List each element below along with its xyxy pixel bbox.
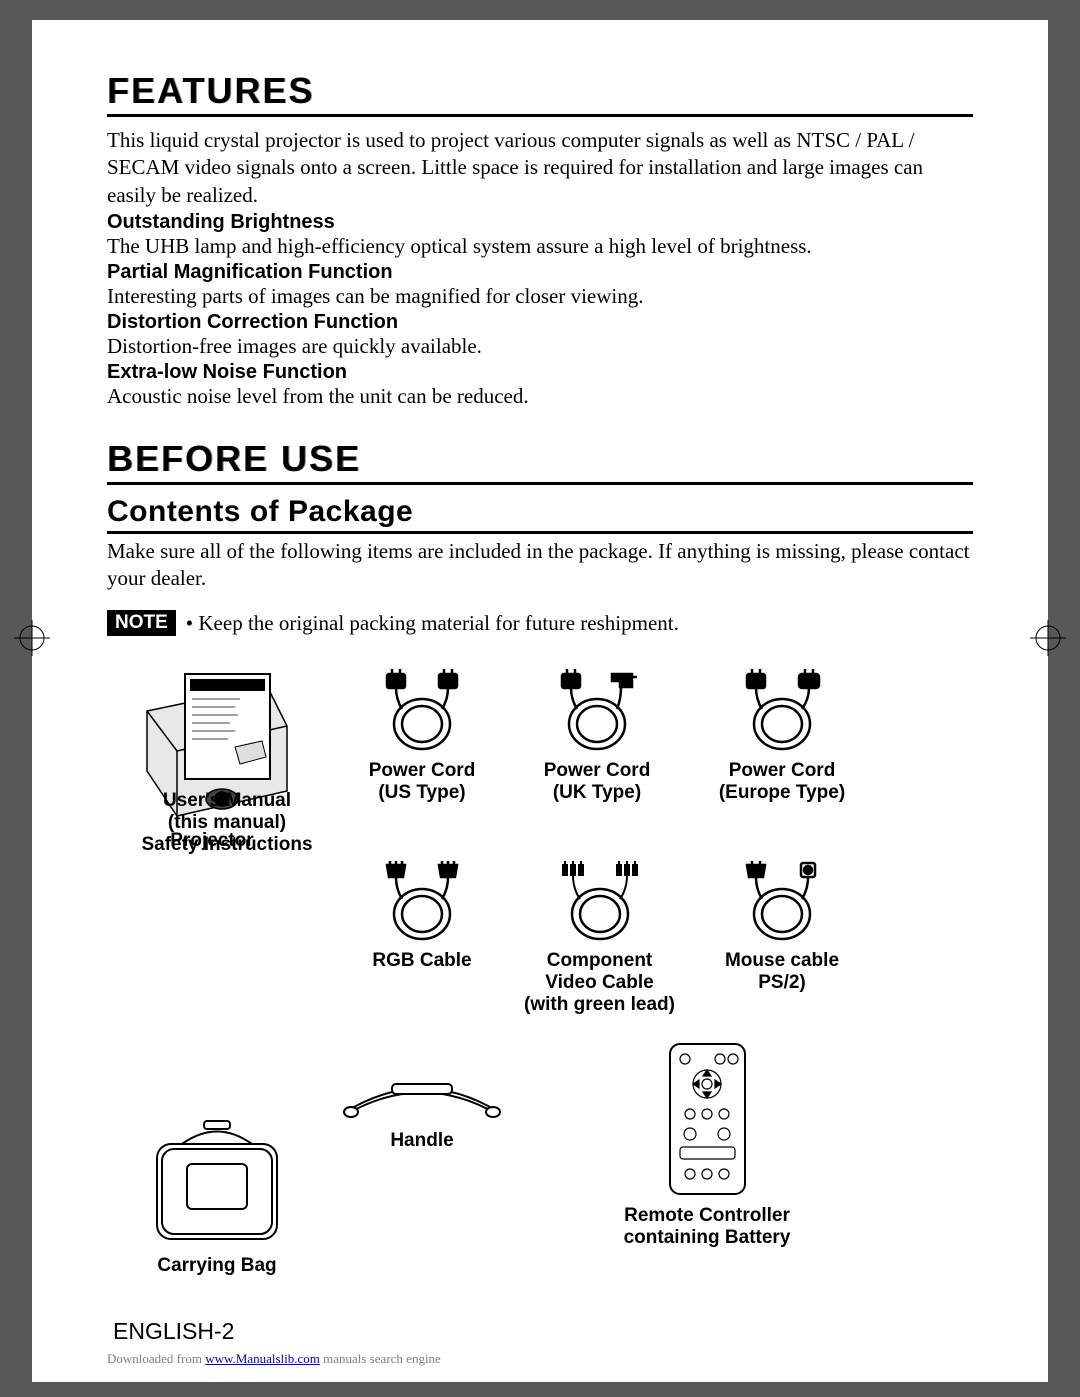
document-page: FEATURES This liquid crystal projector i…	[32, 20, 1048, 1382]
feature-title: Distortion Correction Function	[107, 311, 973, 334]
item-power-uk: Power Cord(UK Type)	[527, 666, 667, 804]
feature-item: Partial Magnification Function Interesti…	[107, 261, 973, 309]
manual-icon	[127, 666, 327, 786]
item-label: Mouse cablePS/2)	[707, 950, 857, 994]
contents-subheading: Contents of Package	[107, 495, 973, 534]
feature-item: Distortion Correction Function Distortio…	[107, 311, 973, 359]
item-remote: Remote Controllercontaining Battery	[597, 1036, 817, 1249]
feature-body: Acoustic noise level from the unit can b…	[107, 384, 973, 409]
feature-body: Interesting parts of images can be magni…	[107, 284, 973, 309]
item-label: Power Cord(Europe Type)	[702, 760, 862, 804]
item-label: Component Video Cable (with green lead)	[512, 950, 687, 1016]
features-heading: FEATURES	[107, 70, 973, 117]
item-rgb: RGB Cable	[352, 856, 492, 972]
mouse-cable-icon	[707, 856, 857, 946]
feature-item: Extra-low Noise Function Acoustic noise …	[107, 361, 973, 409]
power-cord-us-icon	[352, 666, 492, 756]
handle-icon	[332, 1071, 512, 1126]
item-power-eu: Power Cord(Europe Type)	[702, 666, 862, 804]
item-label: Carrying Bag	[127, 1255, 307, 1277]
feature-body: Distortion-free images are quickly avail…	[107, 334, 973, 359]
item-label: User's Manual (this manual) Safety Instr…	[127, 790, 327, 856]
item-manual: User's Manual (this manual) Safety Instr…	[127, 666, 327, 856]
item-label: RGB Cable	[352, 950, 492, 972]
item-mouse: Mouse cablePS/2)	[707, 856, 857, 994]
carrying-bag-icon	[127, 1116, 307, 1251]
feature-title: Partial Magnification Function	[107, 261, 973, 284]
feature-body: The UHB lamp and high-efficiency optical…	[107, 234, 973, 259]
item-handle: Handle	[332, 1071, 512, 1152]
note-text: • Keep the original packing material for…	[186, 611, 679, 636]
note-badge: NOTE	[107, 610, 176, 636]
page-number: ENGLISH-2	[113, 1318, 973, 1345]
item-bag: Carrying Bag	[127, 1116, 307, 1277]
power-cord-eu-icon	[702, 666, 862, 756]
item-power-us: Power Cord(US Type)	[352, 666, 492, 804]
item-label: Remote Controllercontaining Battery	[597, 1205, 817, 1249]
feature-title: Extra-low Noise Function	[107, 361, 973, 384]
crop-mark-left-icon	[14, 620, 50, 656]
feature-item: Outstanding Brightness The UHB lamp and …	[107, 211, 973, 259]
component-cable-icon	[512, 856, 687, 946]
item-label: Power Cord(US Type)	[352, 760, 492, 804]
features-intro: This liquid crystal projector is used to…	[107, 127, 973, 209]
footer-link[interactable]: www.Manualslib.com	[205, 1351, 320, 1366]
before-use-heading: BEFORE USE	[107, 438, 973, 485]
remote-controller-icon	[597, 1036, 817, 1201]
power-cord-uk-icon	[527, 666, 667, 756]
item-component: Component Video Cable (with green lead)	[512, 856, 687, 1016]
item-label: Handle	[332, 1130, 512, 1152]
note-row: NOTE • Keep the original packing materia…	[107, 610, 973, 636]
package-grid: Projector Power Cord(US Type) Power Cord…	[107, 666, 973, 1286]
footer: Downloaded from www.Manualslib.com manua…	[107, 1351, 973, 1367]
package-intro: Make sure all of the following items are…	[107, 538, 973, 593]
feature-title: Outstanding Brightness	[107, 211, 973, 234]
rgb-cable-icon	[352, 856, 492, 946]
item-label: Power Cord(UK Type)	[527, 760, 667, 804]
crop-mark-right-icon	[1030, 620, 1066, 656]
footer-prefix: Downloaded from	[107, 1351, 205, 1366]
footer-suffix: manuals search engine	[320, 1351, 441, 1366]
